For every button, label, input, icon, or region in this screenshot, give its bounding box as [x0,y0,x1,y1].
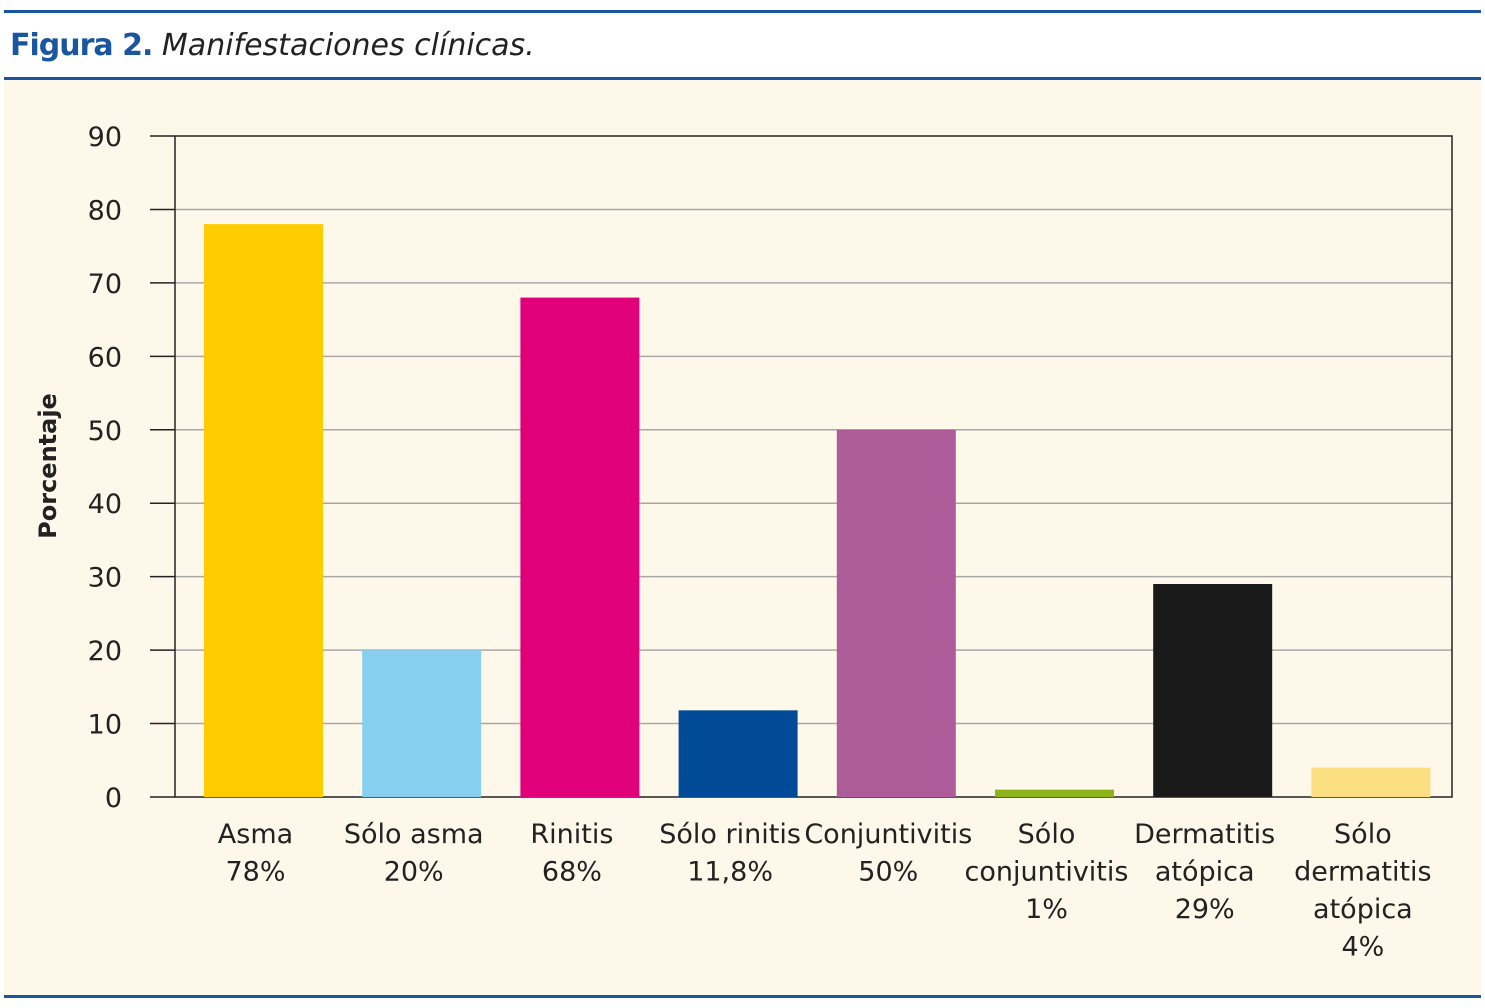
x-tick-label: 4% [1341,932,1384,963]
y-tick-label: 50 [88,416,122,447]
plot-frame [174,135,1453,798]
x-tick-label: dermatitis [1294,857,1431,888]
x-tick-label: 50% [858,857,918,888]
bar [1311,767,1431,797]
x-tick-label: 1% [1025,894,1068,925]
bar [678,710,798,797]
title-rule [4,77,1481,80]
bar [995,789,1114,797]
x-tick-label: Conjuntivitis [804,819,972,850]
figure-title: Figura 2. Manifestaciones clínicas. [10,28,535,63]
bar [520,297,640,797]
bottom-rule [4,995,1481,998]
bar [1153,584,1273,797]
x-tick-label: atópica [1155,857,1255,888]
y-tick-label: 0 [105,783,122,814]
x-tick-label: Asma [218,819,293,850]
y-tick-label: 10 [88,710,122,741]
y-tick-label: 40 [88,489,122,520]
y-tick-label: 20 [88,636,122,667]
x-tick-label: Dermatitis [1134,819,1275,850]
y-axis-label: Porcentaje [34,393,62,539]
x-tick-label: 11,8% [687,857,773,888]
x-tick-label: Rinitis [530,819,613,850]
y-tick-label: 60 [88,342,122,373]
y-tick-label: 80 [88,195,122,226]
y-tick-label: 70 [88,269,122,300]
x-tick-label: Sólo rinitis [659,819,801,850]
x-tick-label: Sólo asma [344,819,484,850]
bar [836,429,956,797]
figure-label: Figura 2. [10,28,153,63]
x-tick-label: 29% [1175,894,1235,925]
x-tick-label: Sólo [1334,819,1392,850]
x-tick-label: Sólo [1018,819,1076,850]
bar [204,224,323,798]
figure-caption: Manifestaciones clínicas. [161,28,535,63]
x-tick-label: 20% [384,857,444,888]
x-tick-label: 78% [225,857,285,888]
x-tick-label: atópica [1313,894,1413,925]
y-tick-label: 90 [88,122,122,153]
x-tick-label: 68% [542,857,602,888]
bar [362,650,482,797]
x-tick-label: conjuntivitis [965,857,1129,888]
y-tick-label: 30 [88,563,122,594]
top-rule [4,10,1481,13]
